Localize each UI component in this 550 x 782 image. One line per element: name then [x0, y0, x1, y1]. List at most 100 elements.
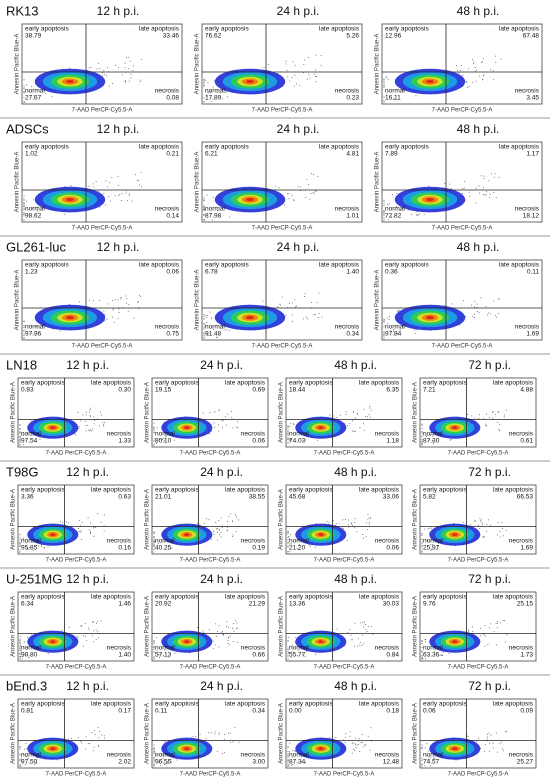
event-dot	[235, 620, 237, 622]
event-dot	[294, 64, 296, 66]
event-dot	[60, 330, 62, 332]
event-dot	[449, 183, 451, 185]
event-dot	[416, 215, 418, 217]
late-apoptosis-label: late apoptosis	[91, 594, 132, 601]
event-dot	[451, 303, 453, 305]
early-apoptosis-value: 13.36	[289, 601, 306, 608]
event-dot	[287, 756, 289, 758]
event-dot	[424, 639, 426, 641]
normal-value: 97.96	[25, 331, 42, 338]
early-apoptosis-value: 0.06	[423, 708, 436, 715]
event-dot	[43, 546, 45, 548]
late-apoptosis-label: late apoptosis	[319, 144, 360, 151]
event-dot	[26, 84, 28, 86]
early-apoptosis-label: early apoptosis	[423, 487, 467, 494]
early-apoptosis-label: early apoptosis	[289, 701, 333, 708]
early-apoptosis-value: 6.78	[205, 269, 218, 276]
event-dot	[167, 761, 169, 763]
event-dot	[287, 543, 289, 545]
event-dot	[351, 639, 353, 641]
event-dot	[485, 423, 487, 425]
event-dot	[97, 621, 99, 623]
event-dot	[214, 411, 216, 413]
event-dot	[424, 765, 426, 767]
event-dot	[153, 651, 155, 653]
event-dot	[85, 411, 87, 413]
event-dot	[480, 520, 482, 522]
event-dot	[153, 749, 155, 751]
event-dot	[218, 424, 220, 426]
time-label: 12 h p.i.	[97, 4, 140, 18]
event-dot	[19, 746, 21, 748]
event-dot	[287, 425, 289, 427]
event-dot	[31, 86, 33, 88]
normal-label: normal	[205, 206, 225, 213]
event-dot	[315, 69, 317, 71]
normal-label: normal	[385, 324, 405, 331]
event-dot	[492, 411, 494, 413]
event-dot	[287, 639, 289, 641]
early-apoptosis-label: early apoptosis	[205, 144, 249, 151]
x-axis-label: 7-AAD PerCP-Cy5.5-A	[72, 226, 133, 232]
event-dot	[424, 528, 426, 530]
event-dot	[160, 764, 162, 766]
event-dot	[363, 746, 365, 748]
event-dot	[40, 545, 42, 547]
event-dot	[362, 643, 364, 645]
event-dot	[290, 422, 292, 424]
event-dot	[497, 521, 499, 523]
event-dot	[495, 197, 497, 199]
x-axis-label: 7-AAD PerCP-Cy5.5-A	[252, 108, 313, 114]
event-dot	[488, 732, 490, 734]
event-dot	[305, 316, 307, 318]
event-dot	[162, 437, 164, 439]
event-dot	[103, 192, 105, 194]
event-dot	[93, 416, 95, 418]
event-dot	[430, 544, 432, 546]
event-dot	[153, 642, 155, 644]
event-dot	[23, 320, 25, 322]
event-dot	[367, 735, 369, 737]
event-dot	[20, 635, 22, 637]
event-dot	[383, 211, 385, 213]
event-dot	[218, 625, 220, 627]
event-dot	[140, 185, 142, 187]
normal-value: 16.11	[385, 95, 401, 102]
event-dot	[495, 61, 497, 63]
event-dot	[421, 765, 423, 767]
event-dot	[27, 637, 29, 639]
event-dot	[130, 77, 132, 79]
event-dot	[472, 316, 474, 318]
necrosis-label: necrosis	[241, 538, 266, 545]
event-dot	[203, 332, 205, 334]
event-dot	[313, 73, 315, 75]
event-dot	[364, 743, 366, 745]
event-dot	[294, 74, 296, 76]
event-dot	[232, 741, 234, 743]
event-dot	[421, 438, 423, 440]
event-dot	[488, 519, 490, 521]
late-apoptosis-value: 21.29	[249, 601, 266, 608]
event-dot	[94, 733, 96, 735]
event-dot	[473, 317, 475, 319]
x-axis-label: 7-AAD PerCP-Cy5.5-A	[448, 451, 509, 457]
event-dot	[369, 521, 371, 523]
event-dot	[217, 210, 219, 212]
event-dot	[287, 747, 289, 749]
event-dot	[500, 741, 502, 743]
event-dot	[212, 647, 214, 649]
event-dot	[216, 750, 218, 752]
event-dot	[421, 534, 423, 536]
event-dot	[218, 520, 220, 522]
event-dot	[287, 546, 289, 548]
event-dot	[501, 522, 503, 524]
event-dot	[93, 641, 95, 643]
early-apoptosis-value: 1.02	[25, 151, 38, 158]
event-dot	[483, 634, 485, 636]
event-dot	[204, 209, 206, 211]
event-dot	[437, 545, 439, 547]
event-dot	[421, 658, 423, 660]
event-dot	[427, 540, 429, 542]
event-dot	[301, 761, 303, 763]
event-dot	[163, 440, 165, 442]
